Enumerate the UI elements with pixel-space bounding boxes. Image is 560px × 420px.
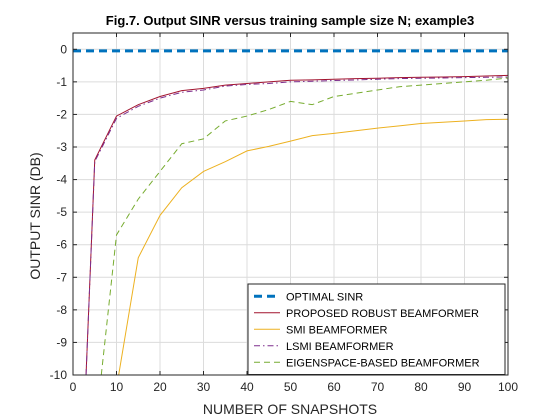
legend-label-4: LSMI BEAMFORMER	[286, 341, 394, 353]
series-line-5	[100, 77, 508, 375]
y-tick-label: -2	[56, 107, 67, 121]
y-tick-label: -1	[56, 75, 67, 89]
legend: OPTIMAL SINR PROPOSED ROBUST BEAMFORMER SM…	[247, 283, 506, 375]
x-tick-label: 80	[414, 380, 428, 394]
legend-label-5: EIGENSPACE-BASED BEAMFORMER	[286, 357, 480, 369]
tick-labels: 0 10 20 30 40 50 60 70 80 90 100-10-9-8-7-6-5-4-3-…	[50, 42, 519, 394]
y-tick-label: -9	[56, 335, 67, 349]
x-tick-label: 30	[197, 380, 211, 394]
series-line-3	[118, 118, 508, 375]
x-tick-label: 10	[110, 380, 124, 394]
y-axis-label: OUTPUT SINR (DB)	[27, 152, 43, 279]
legend-box	[247, 283, 506, 375]
x-axis-label: NUMBER OF SNAPSHOTS	[203, 401, 377, 417]
y-tick-label: -3	[56, 140, 67, 154]
y-tick-label: -8	[56, 303, 67, 317]
x-tick-label: 40	[240, 380, 254, 394]
series-line-4	[85, 76, 508, 375]
x-tick-label: 20	[153, 380, 167, 394]
x-tick-label: 50	[284, 380, 298, 394]
y-tick-label: -5	[56, 205, 67, 219]
series-group	[73, 49, 508, 375]
legend-label-1: OPTIMAL SINR	[286, 291, 363, 303]
x-tick-label: 0	[70, 380, 77, 394]
x-tick-label: 100	[498, 380, 518, 394]
legend-label-3: SMI BEAMFORMER	[286, 324, 388, 336]
legend-label-2: PROPOSED ROBUST BEAMFORMER	[286, 308, 479, 320]
x-tick-label: 70	[371, 380, 385, 394]
y-tick-label: -4	[56, 173, 67, 187]
x-tick-label: 60	[327, 380, 341, 394]
y-tick-label: -10	[50, 368, 68, 382]
y-tick-label: -6	[56, 238, 67, 252]
chart-title: Fig.7. Output SINR versus training sampl…	[106, 13, 474, 28]
x-tick-label: 90	[458, 380, 472, 394]
y-tick-label: -7	[56, 270, 67, 284]
y-tick-label: 0	[60, 42, 67, 56]
series-line-2	[85, 74, 508, 375]
